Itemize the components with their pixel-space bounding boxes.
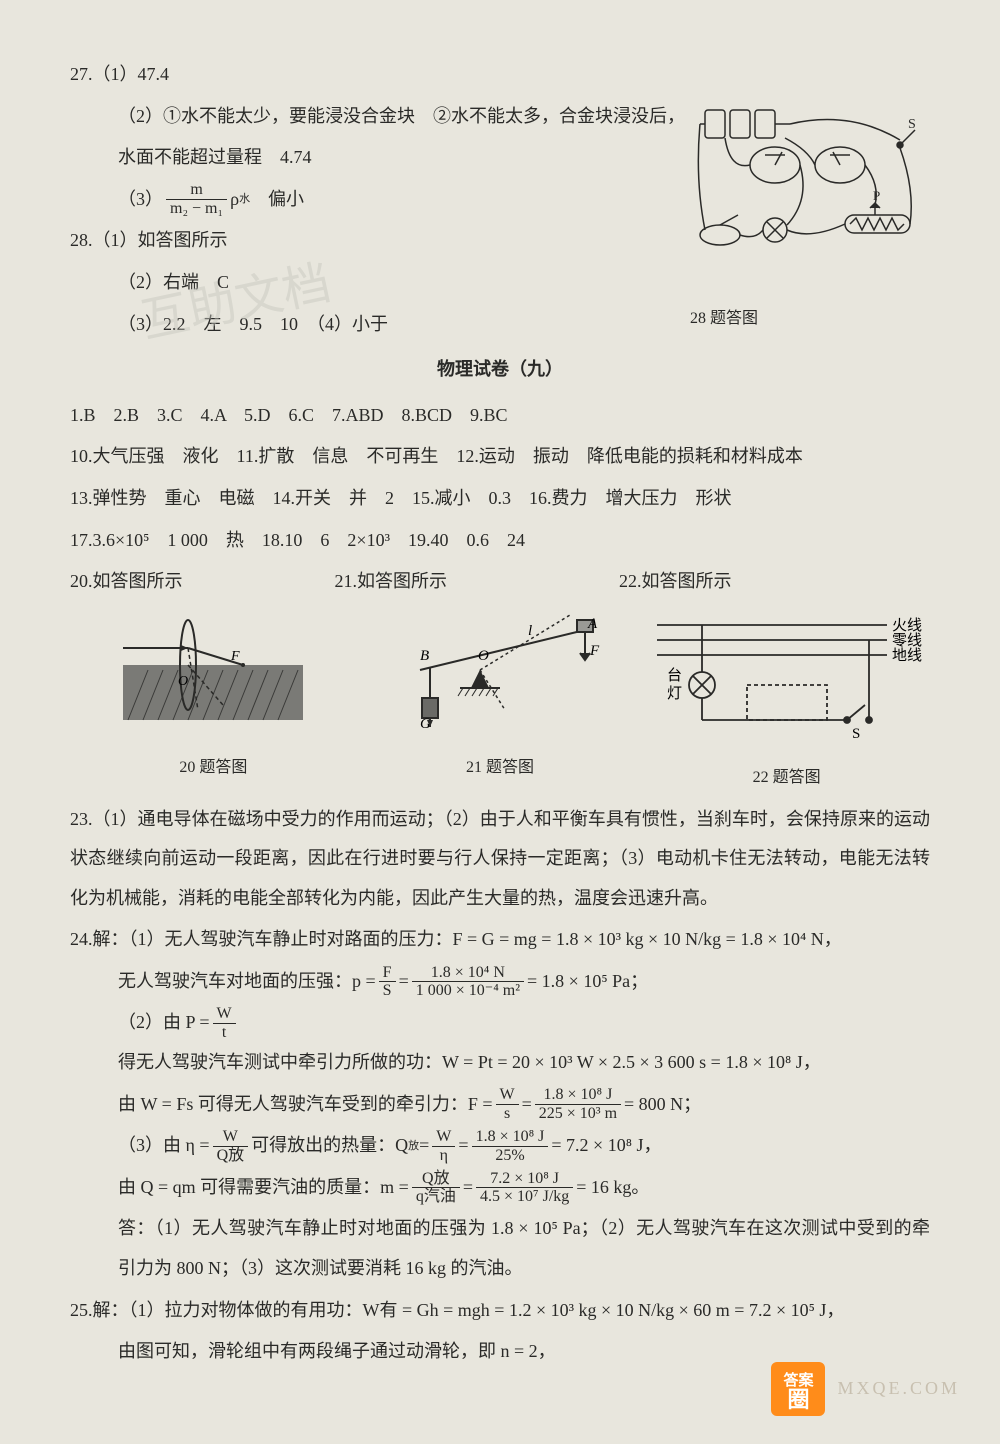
s-label: S [852,726,860,740]
cap20: 20 题答图 [70,750,357,785]
fd: 1 000 × 10⁻⁴ m² [412,982,524,1000]
fn: Q放 [412,1170,460,1189]
q24-l5: （3）由 η = WQ放 可得放出的热量：Q放 = Wη = 1.8 × 10⁸… [70,1126,930,1166]
household-circuit-icon: 火线 零线 地线 台 灯 S [647,610,927,740]
fd: t [213,1024,236,1042]
q24-l6: 由 Q = qm 可得需要汽油的质量：m = Q放q汽油 = 7.2 × 10⁸… [70,1168,930,1208]
q24-l1: 24.解：（1）无人驾驶汽车静止时对路面的压力：F = G = mg = 1.8… [70,920,930,960]
fd: s [496,1105,519,1123]
q24-l5-prefix: （3）由 η = [118,1126,210,1166]
lamp-label1: 台 [667,667,682,684]
q27-rho-sub: 水 [239,187,250,211]
fd: 225 × 10³ m [535,1105,621,1123]
q24-l6-prefix: 由 Q = qm 可得需要汽油的质量：m = [118,1168,409,1208]
svg-text:B: B [420,648,429,664]
q27-l4-prefix: （3） [118,180,163,220]
exam9-line4: 17.3.6×10⁵ 1 000 热 18.10 6 2×10³ 19.40 0… [70,521,930,561]
eq: = [463,1168,473,1208]
q25-l1: 25.解：（1）拉力对物体做的有用功：W有 = Gh = mgh = 1.2 ×… [70,1291,930,1331]
fd: q汽油 [412,1188,460,1206]
watermark-url: MXQE.COM [837,1369,960,1409]
eq: = [522,1085,532,1125]
q27-fraction: m m₂ − m₁ [166,181,227,217]
fd: η [432,1147,455,1165]
svg-text:F: F [589,643,600,659]
fig21-box: B O l A F G 21 题答图 [357,610,644,786]
l5-c: 22.如答图所示 [619,571,732,591]
svg-text:F: F [230,649,240,664]
sub: 放 [408,1134,419,1158]
mid: 可得放出的热量：Q [251,1126,408,1166]
q24-l3-suffix: 得无人驾驶汽车测试中牵引力所做的功：W = Pt = 20 × 10³ W × … [118,1043,821,1083]
lever-diagram-icon: B O l A F G [390,610,610,730]
fd: S [379,982,396,1000]
fd: Q放 [213,1147,249,1165]
q24-l2: 无人驾驶汽车对地面的压强：p = FS = 1.8 × 10⁴ N1 000 ×… [70,962,930,1002]
l5-a: 20.如答图所示 [70,562,330,602]
l5-b: 21.如答图所示 [335,562,615,602]
cap21: 21 题答图 [357,750,644,785]
q24-l4-suffix: = 800 N； [624,1085,701,1125]
fn: 1.8 × 10⁴ N [412,964,524,983]
fd: 4.5 × 10⁷ J/kg [476,1188,573,1206]
q24-l3-prefix: （2）由 P = [118,1003,210,1043]
q24-l5-suffix: = 7.2 × 10⁸ J， [551,1126,661,1166]
q24-l2-suffix: = 1.8 × 10⁵ Pa； [527,962,648,1002]
fig22-box: 火线 零线 地线 台 灯 S 22 题答图 [643,610,930,796]
frac-den: m₂ − m₁ [166,200,227,218]
fn: 7.2 × 10⁸ J [476,1170,573,1189]
q24-l7: 答：（1）无人驾驶汽车静止时对地面的压强为 1.8 × 10⁵ Pa；（2）无人… [70,1209,930,1288]
q27-line1: 27.（1）47.4 [70,55,930,95]
q28-caption: 28 题答图 [690,301,920,336]
exam9-line2: 10.大气压强 液化 11.扩散 信息 不可再生 12.运动 振动 降低电能的损… [70,437,930,477]
fn: W [213,1005,236,1024]
fn: 1.8 × 10⁸ J [472,1128,549,1147]
q28-circuit-figure: S P [690,100,920,336]
circuit-icon: S P [690,100,920,280]
fn: W [496,1086,519,1105]
svg-text:S: S [908,117,916,132]
eq: = [399,962,409,1002]
q24-l6-suffix: = 16 kg。 [576,1168,649,1208]
q27-rho: ρ [230,180,239,220]
svg-text:l: l [528,623,532,639]
figures-row: F O 20 题答图 B O l A F [70,610,930,796]
q27-l4-suffix: 偏小 [250,180,304,220]
cap22: 22 题答图 [643,760,930,795]
q24-l3: （2）由 P = Wt 得无人驾驶汽车测试中牵引力所做的功：W = Pt = 2… [70,1003,930,1082]
svg-text:O: O [478,648,489,664]
q23-text: 23.（1）通电导体在磁场中受力的作用而运动；（2）由于人和平衡车具有惯性，当刹… [70,800,930,919]
eq: = [458,1126,468,1166]
neutral-label: 零线 [892,632,922,649]
fig20-box: F O 20 题答图 [70,610,357,786]
fn: 1.8 × 10⁸ J [535,1086,621,1105]
fd: 25% [472,1147,549,1165]
svg-text:A: A [587,616,598,632]
frac-num: m [166,181,227,200]
ground-label: 地线 [892,647,922,664]
lens-diagram-icon: F O [113,610,313,730]
q24-l4: 由 W = Fs 可得无人驾驶汽车受到的牵引力：F = Ws = 1.8 × 1… [70,1085,930,1125]
lamp-label2: 灯 [667,685,682,702]
exam9-line1: 1.B 2.B 3.C 4.A 5.D 6.C 7.ABD 8.BCD 9.BC [70,396,930,436]
fn: W [432,1128,455,1147]
q24-l2-prefix: 无人驾驶汽车对地面的压强：p = [118,962,376,1002]
fire-label: 火线 [892,617,922,634]
fn: F [379,964,396,983]
q24-l4-prefix: 由 W = Fs 可得无人驾驶汽车受到的牵引力：F = [118,1085,493,1125]
exam9-line3: 13.弹性势 重心 电磁 14.开关 并 2 15.减小 0.3 16.费力 增… [70,479,930,519]
svg-text:O: O [178,674,188,689]
exam9-title: 物理试卷（九） [70,350,930,390]
exam9-line5: 20.如答图所示 21.如答图所示 22.如答图所示 [70,562,930,602]
mid2: = [419,1126,429,1166]
watermark: 答案圈 MXQE.COM [771,1362,960,1416]
watermark-logo-icon: 答案圈 [771,1362,825,1416]
fn: W [213,1128,249,1147]
logo-t2: 圈 [787,1387,809,1412]
